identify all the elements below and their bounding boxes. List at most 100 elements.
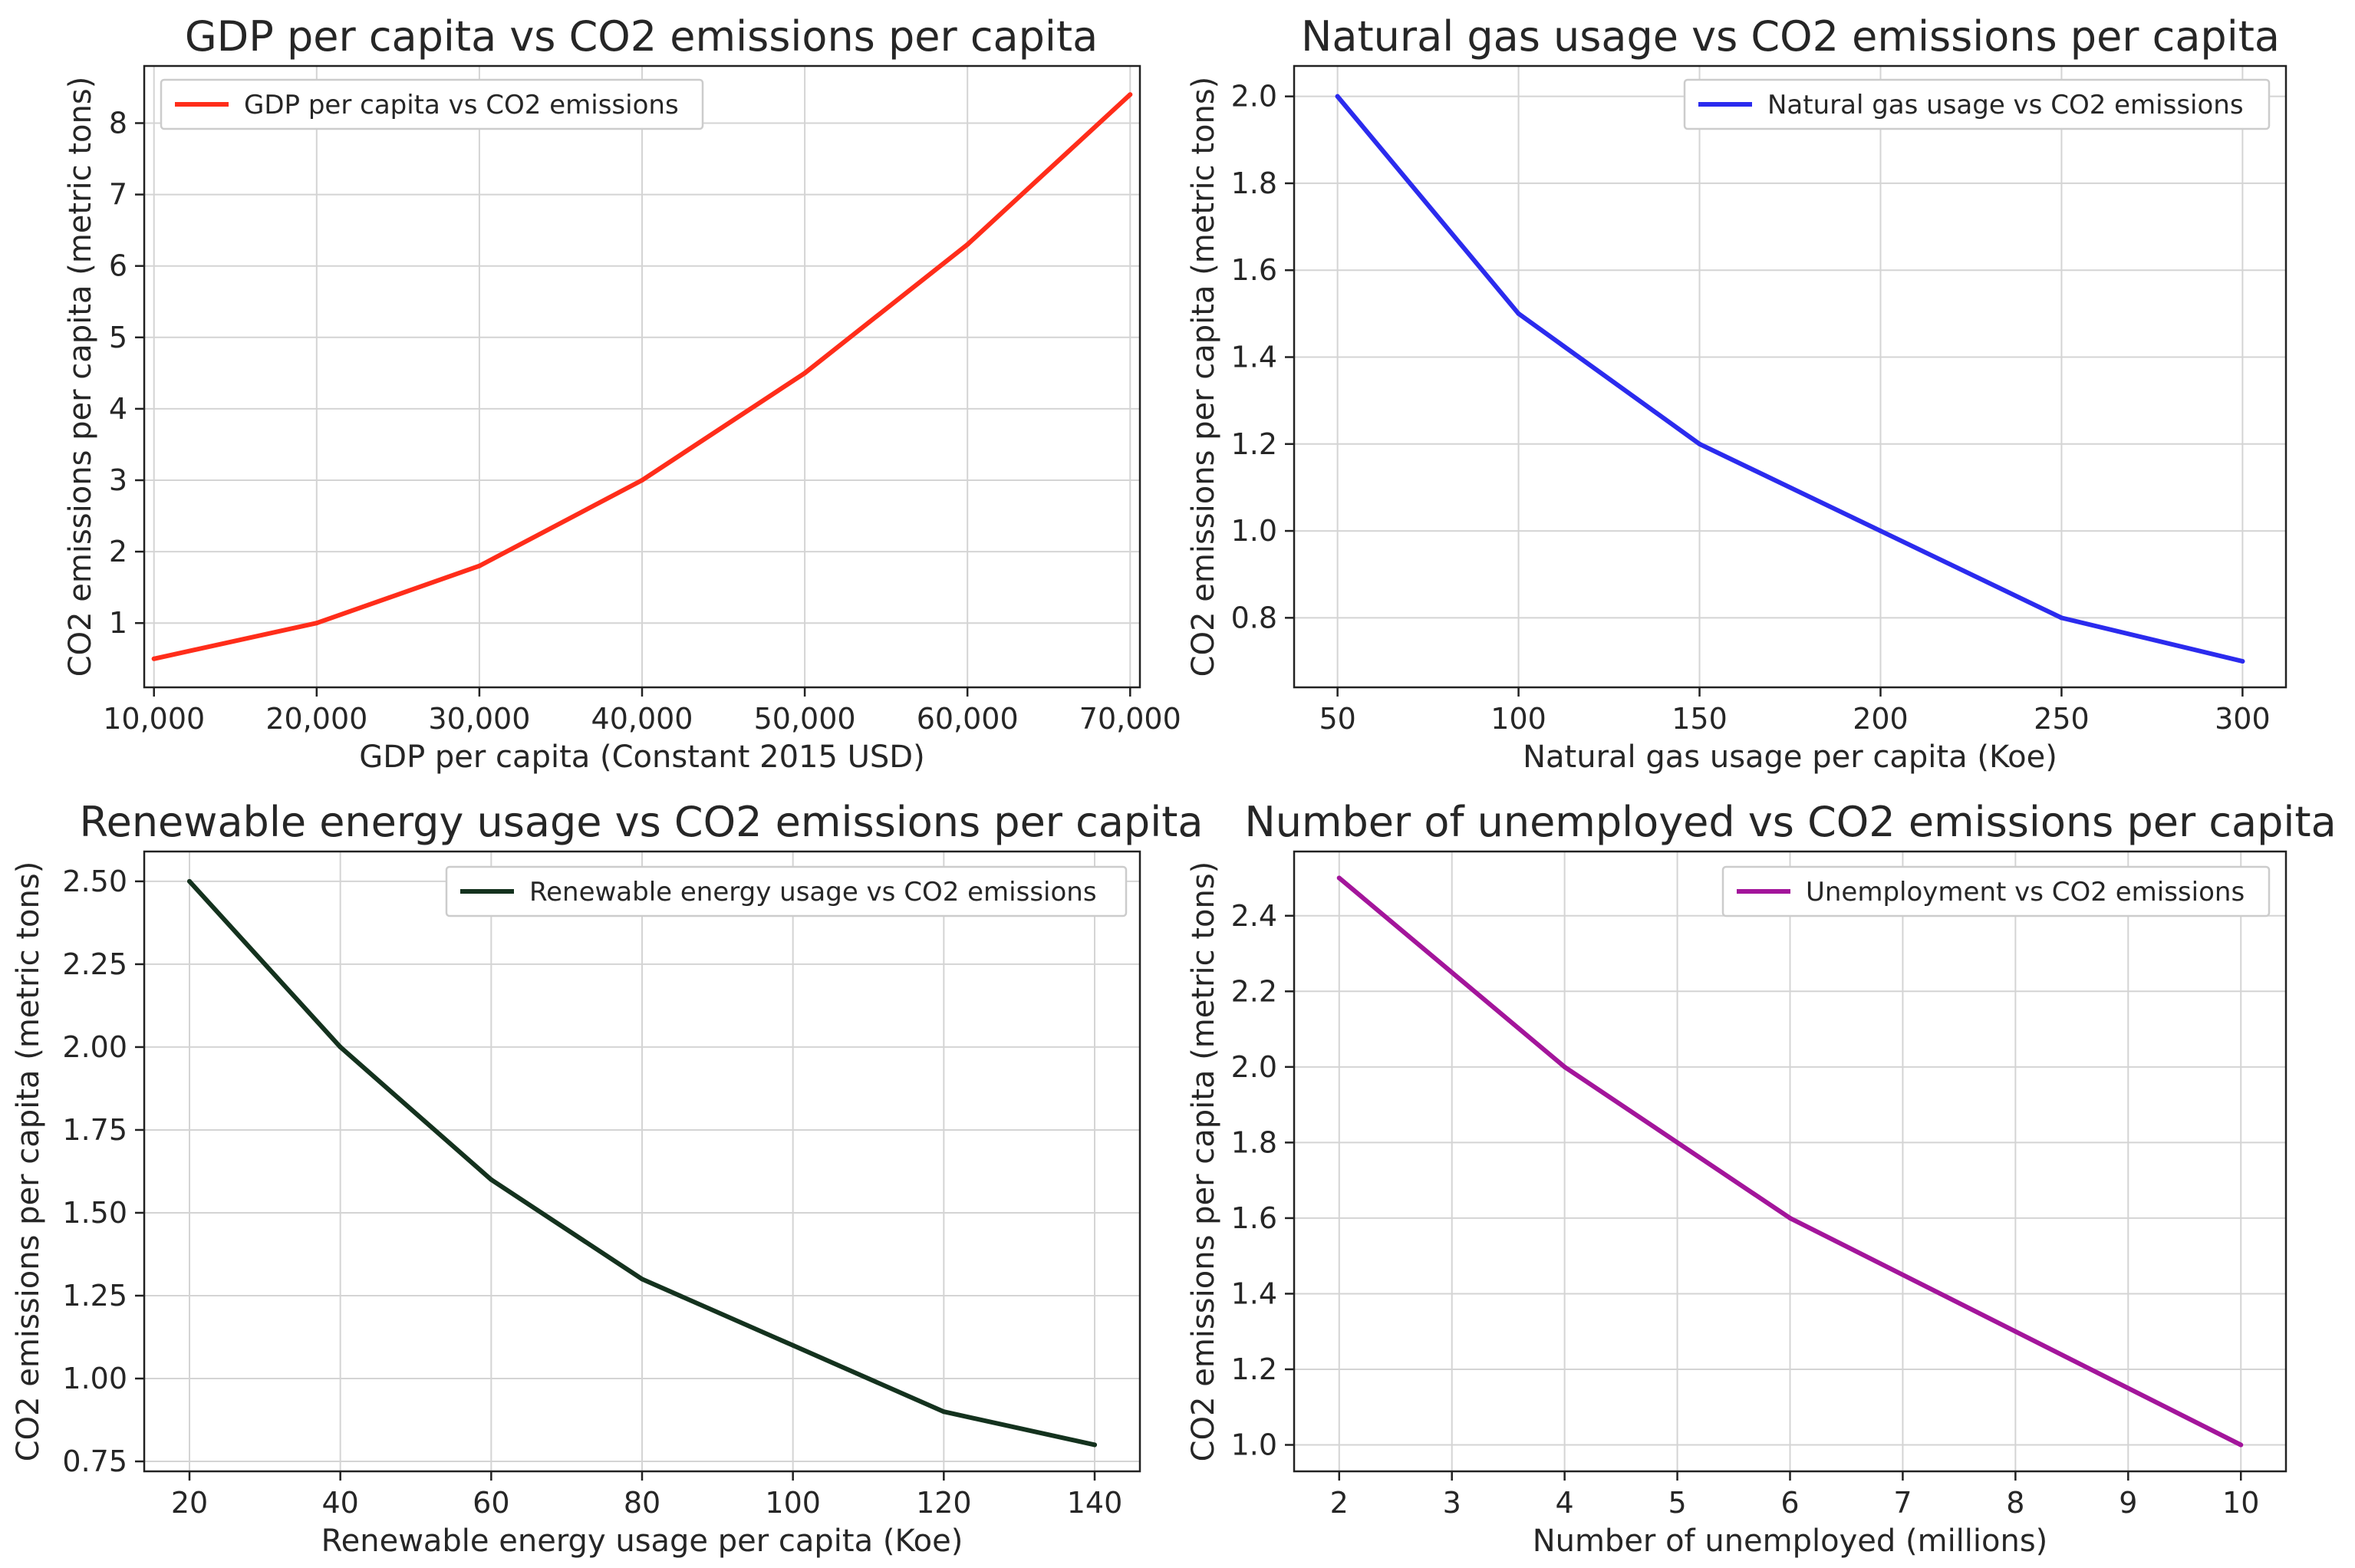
x-axis-label: Natural gas usage per capita (Koe) — [1523, 740, 2057, 775]
data-point — [1562, 1064, 1567, 1069]
x-tick-label: 60 — [473, 1486, 509, 1520]
x-tick-label: 7 — [1893, 1486, 1912, 1520]
legend: Unemployment vs CO2 emissions — [1721, 865, 2271, 917]
y-axis-label: CO2 emissions per capita (metric tons) — [1186, 861, 1221, 1462]
x-tick-label: 120 — [916, 1486, 972, 1520]
y-tick-label: 8 — [109, 106, 127, 140]
legend: GDP per capita vs CO2 emissions — [160, 78, 704, 130]
data-point — [187, 878, 192, 884]
data-point — [1516, 311, 1521, 316]
y-tick-label: 1.0 — [1231, 514, 1277, 548]
y-tick-label: 1.75 — [62, 1113, 127, 1147]
legend-frame — [160, 78, 704, 130]
data-point — [1335, 94, 1340, 99]
x-tick-label: 6 — [1780, 1486, 1799, 1520]
data-point — [1697, 441, 1702, 446]
legend-frame — [1683, 78, 2271, 130]
x-tick-label: 20 — [171, 1486, 208, 1520]
x-tick-label: 50 — [1319, 702, 1355, 736]
x-tick-label: 80 — [624, 1486, 660, 1520]
x-tick-label: 60,000 — [917, 702, 1019, 736]
plot-frame — [1293, 64, 2287, 689]
legend-frame — [1721, 865, 2271, 917]
y-axis-label: CO2 emissions per capita (metric tons) — [63, 77, 98, 677]
legend-label: Renewable energy usage vs CO2 emissions — [529, 877, 1097, 908]
y-axis-label: CO2 emissions per capita (metric tons) — [1186, 77, 1221, 677]
y-tick-label: 5 — [109, 321, 127, 354]
y-tick-label: 1.4 — [1231, 341, 1277, 374]
y-tick-label: 4 — [109, 392, 127, 426]
y-tick-label: 2.50 — [62, 865, 127, 898]
x-tick-label: 100 — [765, 1486, 821, 1520]
x-tick-label: 140 — [1067, 1486, 1123, 1520]
x-tick-label: 40,000 — [591, 702, 693, 736]
x-tick-label: 2 — [1330, 1486, 1349, 1520]
x-tick-label: 20,000 — [265, 702, 367, 736]
x-tick-label: 50,000 — [754, 702, 856, 736]
y-tick-label: 0.75 — [62, 1444, 127, 1478]
x-tick-label: 150 — [1672, 702, 1728, 736]
data-point — [2059, 615, 2064, 621]
y-tick-label: 1.00 — [62, 1362, 127, 1395]
chart-title: Number of unemployed vs CO2 emissions pe… — [1244, 798, 2336, 846]
x-tick-label: 9 — [2119, 1486, 2137, 1520]
y-tick-label: 6 — [109, 249, 127, 283]
x-tick-label: 10 — [2222, 1486, 2259, 1520]
chart-panel-3: 20 40 60 80 100 120 140 0.75 1.00 1.25 1.50 1.75 2.0… — [11, 798, 1203, 1559]
chart-panel-2: 50 100 150 200 250 300 0.8 1.0 1.2 1.4 1.6 1.8 2.0 Na… — [1186, 12, 2287, 775]
x-tick-label: 200 — [1853, 702, 1909, 736]
data-point — [1878, 529, 1883, 534]
y-tick-label: 2 — [109, 535, 127, 568]
y-axis-label: CO2 emissions per capita (metric tons) — [11, 861, 46, 1462]
chart-title: GDP per capita vs CO2 emissions per capi… — [185, 12, 1098, 61]
y-tick-label: 2.0 — [1231, 80, 1277, 114]
y-tick-label: 2.25 — [62, 947, 127, 981]
data-point — [1092, 1442, 1097, 1448]
y-tick-label: 2.2 — [1231, 974, 1277, 1008]
y-tick-label: 1.8 — [1231, 1125, 1277, 1159]
y-tick-label: 1.50 — [62, 1196, 127, 1230]
y-tick-label: 1.2 — [1231, 1352, 1277, 1386]
y-tick-label: 1.6 — [1231, 253, 1277, 287]
x-axis-label: Number of unemployed (millions) — [1533, 1524, 2048, 1559]
x-axis-label: Renewable energy usage per capita (Koe) — [321, 1524, 963, 1559]
y-tick-label: 0.8 — [1231, 601, 1277, 634]
legend: Renewable energy usage vs CO2 emissions — [445, 865, 1128, 917]
data-point — [941, 1409, 947, 1415]
data-point — [489, 1177, 494, 1182]
y-tick-label: 1.25 — [62, 1279, 127, 1313]
data-point — [802, 371, 808, 376]
data-point — [1787, 1215, 1793, 1220]
x-tick-label: 30,000 — [428, 702, 530, 736]
data-point — [640, 1276, 644, 1282]
series-line — [1335, 94, 2245, 664]
data-point — [151, 656, 156, 661]
data-point — [476, 563, 482, 568]
data-point — [790, 1342, 795, 1348]
data-point — [640, 478, 644, 483]
x-tick-label: 100 — [1490, 702, 1546, 736]
y-tick-label: 3 — [109, 463, 127, 497]
data-point — [338, 1044, 343, 1049]
data-point — [1336, 875, 1342, 881]
y-tick-label: 1.4 — [1231, 1276, 1277, 1310]
data-point — [965, 242, 970, 247]
y-tick-label: 2.4 — [1231, 899, 1277, 933]
data-point — [1128, 92, 1133, 97]
y-tick-label: 1 — [109, 606, 127, 640]
x-tick-label: 8 — [2006, 1486, 2024, 1520]
chart-panel-4: 2 3 4 5 6 7 8 9 10 1.0 1.2 1.4 1.6 1.8 2.0 2.2 2.4 Number… — [1186, 798, 2337, 1559]
y-tick-label: 2.00 — [62, 1030, 127, 1064]
x-tick-label: 250 — [2034, 702, 2090, 736]
x-tick-label: 4 — [1556, 1486, 1574, 1520]
legend-label: GDP per capita vs CO2 emissions — [244, 90, 679, 120]
y-tick-label: 1.8 — [1231, 166, 1277, 200]
y-tick-label: 2.0 — [1231, 1050, 1277, 1084]
y-tick-label: 1.6 — [1231, 1201, 1277, 1235]
chart-panel-1: 10,000 20,000 30,000 40,000 50,000 60,000 70,0… — [63, 12, 1181, 775]
chart-title: Renewable energy usage vs CO2 emissions … — [80, 798, 1204, 846]
x-tick-label: 70,000 — [1079, 702, 1181, 736]
chart-title: Natural gas usage vs CO2 emissions per c… — [1301, 12, 2280, 61]
